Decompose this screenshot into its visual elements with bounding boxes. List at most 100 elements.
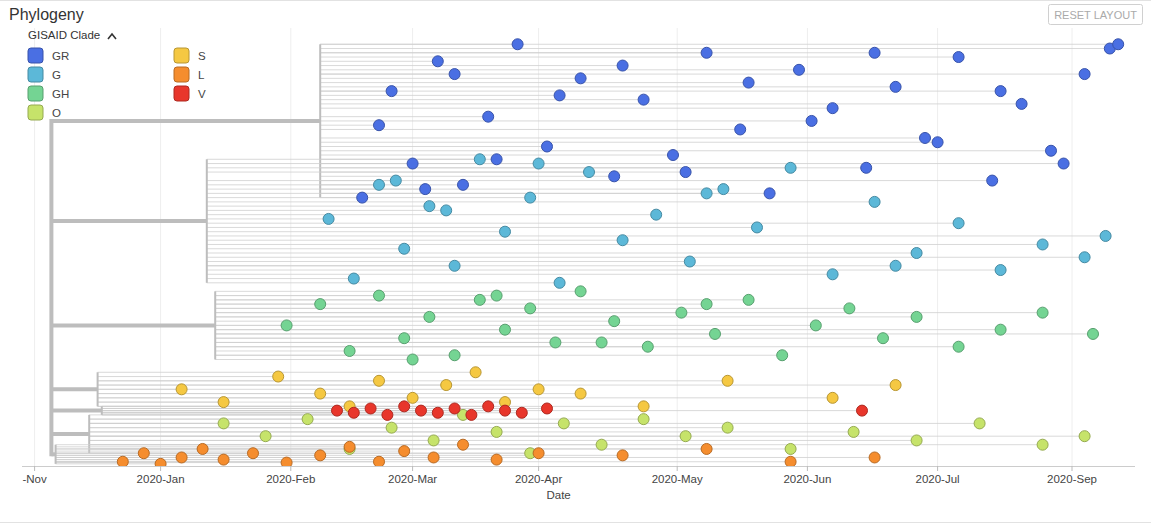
tip: [911, 248, 922, 259]
tip: [441, 380, 452, 391]
tip: [701, 443, 712, 454]
legend-label: L: [198, 69, 205, 81]
tip: [558, 418, 569, 429]
tip: [869, 47, 880, 58]
tip-branch: [89, 427, 727, 428]
tip: [315, 388, 326, 399]
tip-branch: [207, 282, 560, 283]
legend-swatch: [28, 105, 43, 120]
tip: [785, 162, 796, 173]
tick-label: 2020-Feb: [266, 473, 315, 485]
tip-branch: [207, 248, 404, 249]
legend-toggle[interactable]: [108, 34, 116, 39]
tip-branch: [320, 74, 1084, 75]
tip: [890, 380, 901, 391]
tip: [533, 158, 544, 169]
tick: [290, 466, 291, 471]
tip-branch: [215, 355, 782, 356]
tip: [390, 175, 401, 186]
tip: [848, 426, 859, 437]
tip: [382, 409, 393, 420]
tip: [617, 450, 628, 461]
tip-branch: [98, 385, 896, 386]
tip: [357, 192, 368, 203]
tip-branch: [320, 74, 454, 75]
tip: [525, 192, 536, 203]
tip-branch: [215, 346, 958, 347]
tip: [138, 448, 149, 459]
reset-button[interactable]: RESET LAYOUT: [1049, 5, 1143, 25]
tip: [953, 341, 964, 352]
tip: [777, 350, 788, 361]
tip: [752, 222, 763, 233]
grid: [35, 28, 1072, 466]
tip: [987, 175, 998, 186]
tick-label: 2020-Mar: [388, 473, 437, 485]
tip: [374, 179, 385, 190]
tip: [474, 154, 485, 165]
tip: [785, 443, 796, 454]
tip: [735, 124, 746, 135]
tip-branch: [207, 223, 959, 224]
tip: [869, 196, 880, 207]
tip-branch: [207, 231, 505, 232]
tip-branch: [207, 201, 875, 202]
tip-branch: [320, 57, 958, 58]
tip: [609, 316, 620, 327]
tip: [844, 303, 855, 314]
tip: [1037, 307, 1048, 318]
tip: [1058, 158, 1069, 169]
grid-line: [290, 28, 291, 466]
tip-branch: [320, 180, 992, 181]
tip: [542, 403, 553, 414]
x-axis-label: Date: [546, 489, 570, 501]
tip-branch: [102, 410, 862, 411]
tip: [407, 158, 418, 169]
tip-branch: [98, 402, 505, 403]
tip-branch: [215, 329, 1000, 330]
tip-branch: [56, 453, 539, 454]
tick: [538, 466, 539, 471]
tip: [491, 426, 502, 437]
tip-branch: [215, 304, 706, 305]
tip-branch: [207, 172, 589, 173]
tip: [861, 162, 872, 173]
tip-branch: [89, 431, 853, 432]
tip-branch: [207, 240, 623, 241]
tip: [428, 452, 439, 463]
tip: [281, 320, 292, 331]
tip: [399, 243, 410, 254]
tip-branch: [215, 325, 816, 326]
tip-branch: [98, 372, 476, 373]
tip: [718, 184, 729, 195]
tip: [722, 375, 733, 386]
tip: [302, 414, 313, 425]
tip: [533, 384, 544, 395]
tip-branch: [320, 69, 799, 70]
tip: [584, 167, 595, 178]
tip: [516, 407, 527, 418]
tip-branch: [207, 206, 430, 207]
tip: [407, 354, 418, 365]
tip: [470, 367, 481, 378]
grid-line: [1072, 28, 1073, 466]
tip-branch: [56, 448, 707, 449]
legend-label: S: [198, 50, 206, 62]
backbone-branch: [51, 409, 101, 413]
tip: [374, 456, 385, 466]
backbone-branch: [51, 119, 320, 123]
tip: [617, 235, 628, 246]
tip: [680, 167, 691, 178]
legend-swatch: [28, 86, 43, 101]
tip: [260, 431, 271, 442]
tip: [1113, 39, 1124, 50]
tip-branch: [215, 321, 614, 322]
tip-branch: [56, 462, 287, 463]
tip-branch: [215, 359, 412, 360]
legend-label: O: [52, 107, 61, 119]
tip: [995, 86, 1006, 97]
tip: [1079, 252, 1090, 263]
tip: [273, 371, 284, 382]
tip: [1079, 431, 1090, 442]
tip: [609, 171, 620, 182]
